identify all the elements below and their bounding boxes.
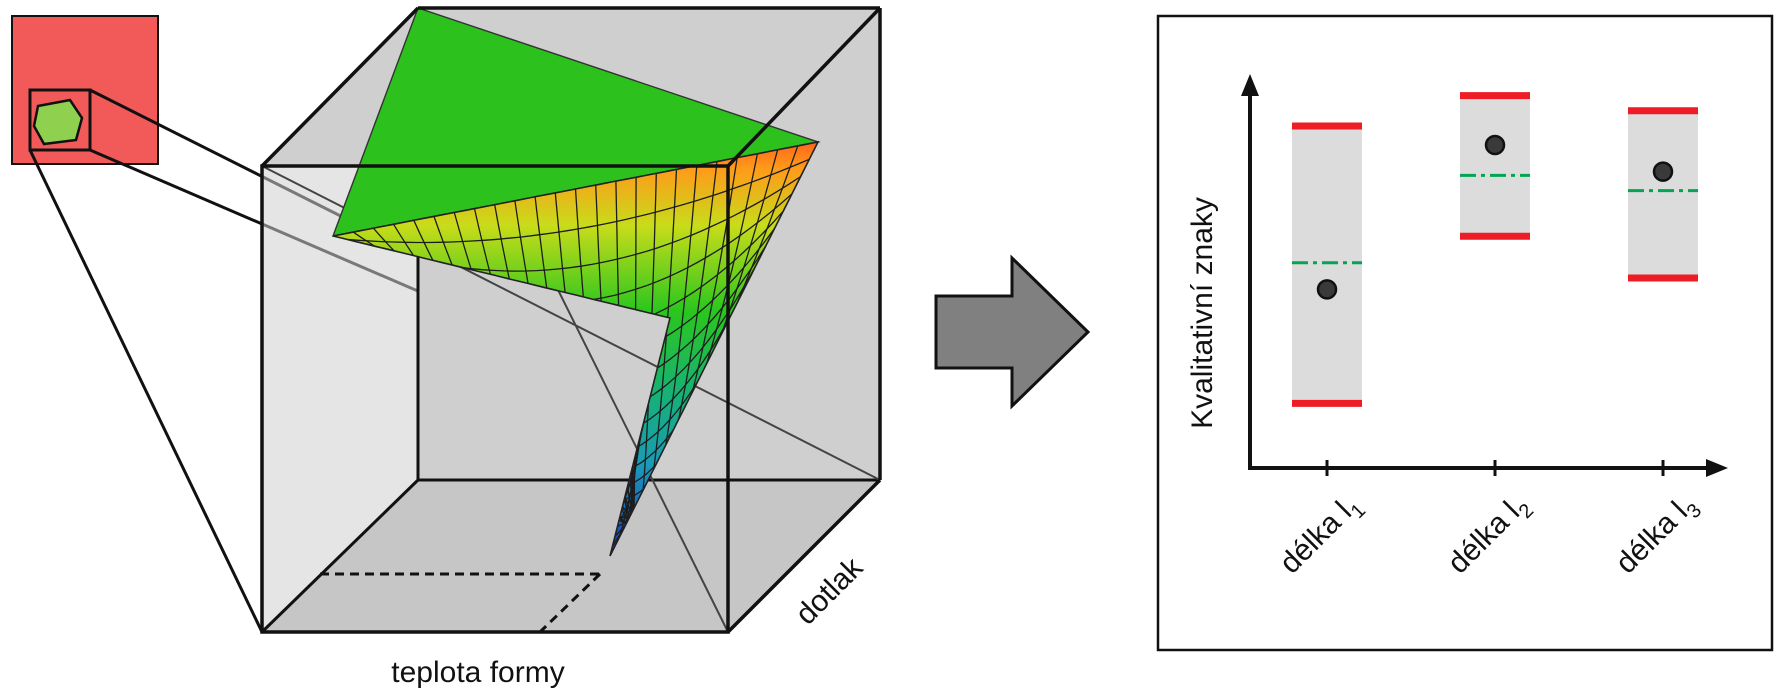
measured-point — [1484, 134, 1506, 156]
cube-front-edges — [260, 6, 882, 634]
molded-part-shape — [32, 98, 84, 146]
mold-sample — [11, 15, 159, 165]
surface-outline — [332, 140, 820, 557]
zoom-selection-box — [28, 88, 92, 152]
measured-point — [1316, 279, 1338, 300]
right-arrow-icon — [934, 254, 1091, 410]
temperature-axis-label: teplota formy — [391, 656, 564, 689]
tolerance-band — [1460, 95, 1530, 237]
tolerance-band — [1292, 126, 1362, 404]
optimum-projection — [320, 572, 602, 634]
quality-chart: délka l1 délka l2 délka l3 Kvalitativní zn… — [1156, 14, 1774, 652]
measured-point — [1652, 161, 1674, 182]
tolerance-band — [1628, 110, 1698, 278]
x-axis-arrowhead — [1706, 459, 1728, 477]
pressure-axis-label: dotlak — [789, 551, 870, 632]
y-axis-label: Kvalitativní znaky — [1186, 197, 1219, 429]
cube-floor — [262, 480, 880, 632]
y-axis-arrowhead — [1241, 74, 1259, 96]
